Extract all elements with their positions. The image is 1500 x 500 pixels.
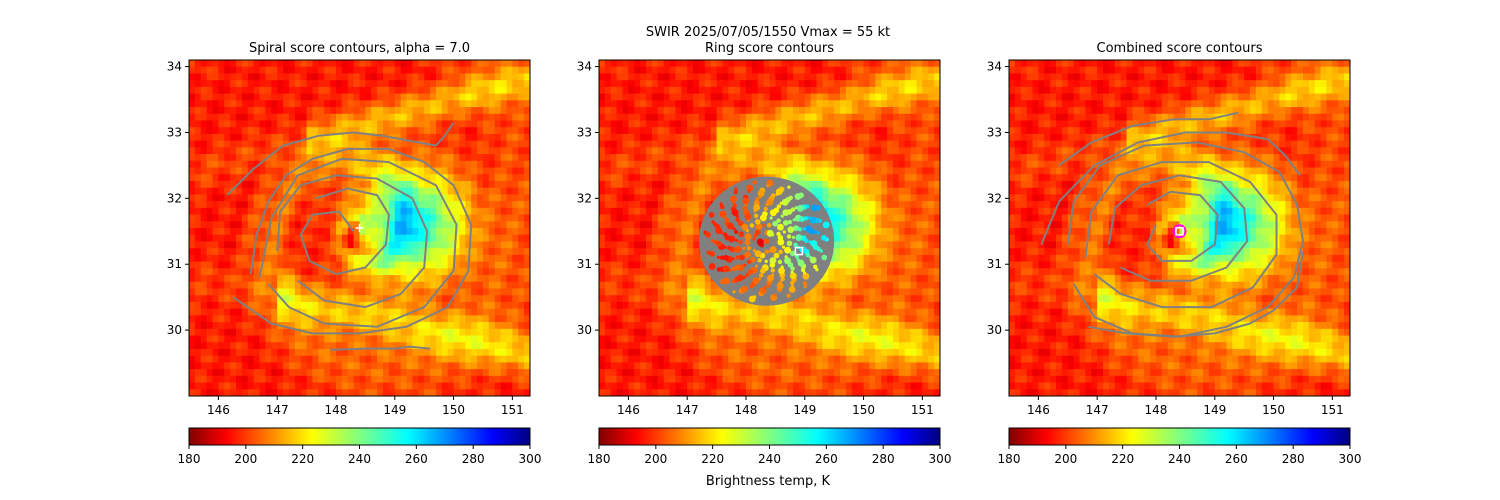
score-contour	[226, 122, 455, 196]
score-contour	[232, 147, 473, 335]
x-tick-label: 146	[1027, 403, 1050, 417]
x-tick-label: 147	[1086, 403, 1109, 417]
colorbar-tick-label: 180	[588, 452, 611, 466]
y-tick-label: 31	[577, 257, 592, 271]
x-tick-label: 149	[383, 403, 406, 417]
colorbar-tick-label: 220	[701, 452, 724, 466]
colorbar-tick-label: 240	[1168, 452, 1191, 466]
score-contour	[1088, 250, 1304, 338]
score-contour	[1040, 131, 1301, 245]
axes-frame	[1008, 59, 1351, 397]
satellite-image	[1009, 60, 1350, 396]
x-tick-label: 151	[1321, 403, 1344, 417]
x-tick-label: 146	[207, 403, 230, 417]
y-tick-label: 34	[987, 60, 1002, 74]
y-tick-label: 31	[987, 257, 1002, 271]
y-tick-label: 34	[577, 60, 592, 74]
y-tick-label: 34	[167, 60, 182, 74]
x-tick-label: 150	[1262, 403, 1285, 417]
score-contour	[258, 157, 458, 328]
colorbar-tick-label: 240	[758, 452, 781, 466]
panel-title: Ring score contours	[705, 41, 834, 56]
colorbar-tick-label: 260	[815, 452, 838, 466]
suptitle: SWIR 2025/07/05/1550 Vmax = 55 kt	[646, 25, 890, 40]
colorbar: 180 200 220 240 260 280 300	[178, 427, 542, 466]
ring-score-region	[698, 176, 835, 306]
score-contour	[330, 345, 431, 351]
colorbar-tick-label: 220	[291, 452, 314, 466]
x-tick-label: 149	[1203, 403, 1226, 417]
x-tick-label: 147	[676, 403, 699, 417]
colorbar-tick-label: 280	[1282, 452, 1305, 466]
panel-ring: Ring score contours 146 147 148 149 150 151 30 3…	[577, 41, 952, 466]
x-tick-label: 147	[266, 403, 289, 417]
y-tick-label: 33	[987, 125, 1002, 139]
colorbar: 180 200 220 240 260 280 300	[588, 427, 952, 466]
score-contour	[1146, 190, 1219, 262]
x-tick-label: 150	[852, 403, 875, 417]
y-tick-label: 33	[167, 125, 182, 139]
score-contour	[1084, 161, 1278, 309]
panel-combined: Combined score contours 146 147 148 149 150 15…	[987, 41, 1362, 466]
storm-center-marker	[794, 246, 804, 256]
axes-frame	[598, 59, 941, 397]
score-contour	[1058, 111, 1239, 167]
colorbar-tick-label: 200	[644, 452, 667, 466]
x-tick-label: 148	[1145, 403, 1168, 417]
colorbar-tick-label: 300	[1339, 452, 1362, 466]
x-tick-label: 148	[735, 403, 758, 417]
score-contour	[299, 187, 390, 276]
panel-spiral: Spiral score contours, alpha = 7.0 146 147…	[167, 41, 542, 466]
y-tick-label: 32	[167, 191, 182, 205]
colorbar-tick-label: 180	[998, 452, 1021, 466]
colorbar-tick-label: 180	[178, 452, 201, 466]
satellite-image	[189, 60, 530, 396]
x-tick-label: 148	[325, 403, 348, 417]
y-tick-label: 33	[577, 125, 592, 139]
colorbar-tick-label: 220	[1111, 452, 1134, 466]
panel-title: Spiral score contours, alpha = 7.0	[249, 41, 470, 56]
colorbar-label: Brightness temp, K	[706, 474, 831, 489]
y-tick-label: 32	[577, 191, 592, 205]
colorbar: 180 200 220 240 260 280 300	[998, 427, 1362, 466]
storm-center-marker	[1172, 224, 1187, 239]
score-contour	[276, 174, 429, 309]
panel-title: Combined score contours	[1097, 41, 1263, 56]
colorbar-tick-label: 280	[462, 452, 485, 466]
y-tick-label: 32	[987, 191, 1002, 205]
colorbar-tick-label: 260	[1225, 452, 1248, 466]
score-contour	[1107, 174, 1249, 282]
x-tick-label: 150	[442, 403, 465, 417]
colorbar-tick-label: 200	[1054, 452, 1077, 466]
y-tick-label: 30	[167, 323, 182, 337]
colorbar-tick-label: 240	[348, 452, 371, 466]
colorbar-tick-label: 260	[405, 452, 428, 466]
colorbar-tick-label: 200	[234, 452, 257, 466]
colorbar-tick-label: 300	[929, 452, 952, 466]
x-tick-label: 151	[501, 403, 524, 417]
y-tick-label: 30	[577, 323, 592, 337]
axes-frame	[188, 59, 531, 397]
satellite-image	[599, 60, 940, 396]
storm-center-marker	[355, 224, 364, 232]
y-tick-label: 30	[987, 323, 1002, 337]
y-tick-label: 31	[167, 257, 182, 271]
x-tick-label: 146	[617, 403, 640, 417]
x-tick-label: 151	[911, 403, 934, 417]
x-tick-label: 149	[793, 403, 816, 417]
colorbar-tick-label: 300	[519, 452, 542, 466]
colorbar-tick-label: 280	[872, 452, 895, 466]
